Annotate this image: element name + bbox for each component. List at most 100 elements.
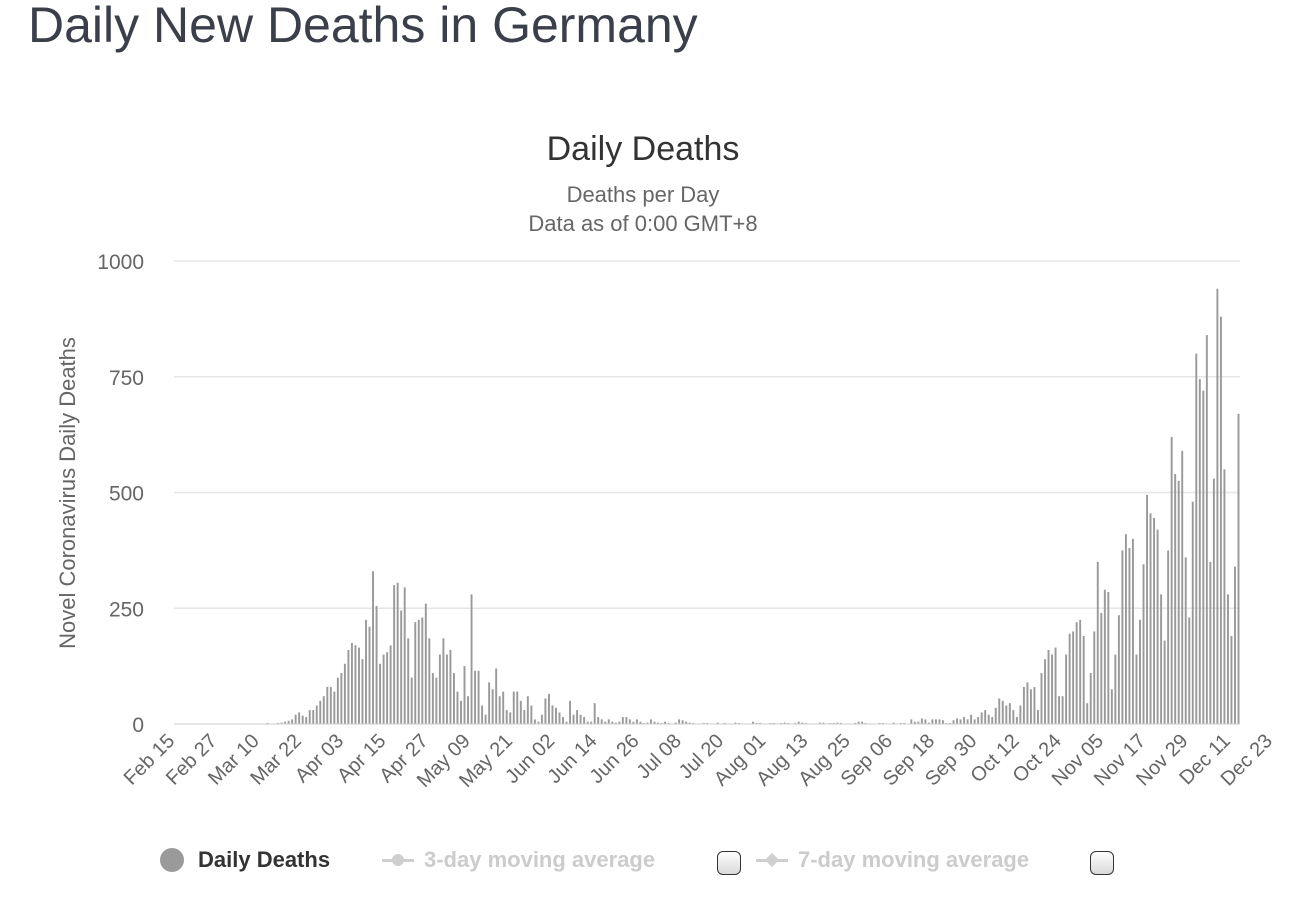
bar[interactable] xyxy=(301,715,304,724)
bar[interactable] xyxy=(1075,622,1078,724)
bar[interactable] xyxy=(650,719,652,724)
bar[interactable] xyxy=(414,622,417,724)
bar[interactable] xyxy=(1135,654,1138,724)
bar[interactable] xyxy=(523,710,526,724)
bar[interactable] xyxy=(1086,703,1089,724)
bar[interactable] xyxy=(463,666,466,725)
bar[interactable] xyxy=(1198,379,1201,724)
bar[interactable] xyxy=(1040,673,1043,724)
bar[interactable] xyxy=(512,691,515,724)
bar[interactable] xyxy=(1156,529,1159,724)
bar[interactable] xyxy=(920,718,923,724)
bar[interactable] xyxy=(386,652,389,724)
bar[interactable] xyxy=(604,721,607,724)
bar[interactable] xyxy=(389,645,392,724)
bar[interactable] xyxy=(1026,682,1029,724)
bar[interactable] xyxy=(1051,654,1054,724)
bar[interactable] xyxy=(818,722,821,724)
bar[interactable] xyxy=(1008,703,1011,724)
bar[interactable] xyxy=(1146,494,1148,724)
bar[interactable] xyxy=(305,717,308,724)
bar[interactable] xyxy=(1184,557,1187,724)
bar[interactable] xyxy=(1205,335,1208,724)
bar[interactable] xyxy=(1202,390,1205,724)
bar[interactable] xyxy=(917,721,920,724)
bar[interactable] xyxy=(400,610,403,724)
bar[interactable] xyxy=(379,663,382,724)
bar[interactable] xyxy=(984,710,987,724)
bar[interactable] xyxy=(1061,696,1064,724)
bar[interactable] xyxy=(1121,550,1124,725)
bar[interactable] xyxy=(938,719,941,724)
bar[interactable] xyxy=(516,691,519,724)
bar[interactable] xyxy=(372,571,374,724)
bar[interactable] xyxy=(1114,654,1117,724)
bar[interactable] xyxy=(1219,316,1222,724)
bar[interactable] xyxy=(1029,689,1032,724)
bar[interactable] xyxy=(1170,436,1173,724)
bar[interactable] xyxy=(491,689,494,724)
bar[interactable] xyxy=(857,721,860,724)
bar[interactable] xyxy=(319,700,322,724)
bar[interactable] xyxy=(505,710,508,724)
checkbox-7-day-moving-average[interactable] xyxy=(1090,851,1114,875)
bar[interactable] xyxy=(336,677,339,724)
bar[interactable] xyxy=(963,717,966,724)
bar[interactable] xyxy=(600,719,603,724)
bar[interactable] xyxy=(421,617,424,724)
bar[interactable] xyxy=(526,696,529,724)
bar[interactable] xyxy=(1019,705,1022,724)
bar[interactable] xyxy=(716,722,719,724)
bar[interactable] xyxy=(910,719,913,724)
bar[interactable] xyxy=(1226,594,1229,724)
bar[interactable] xyxy=(1033,686,1036,724)
bar[interactable] xyxy=(537,721,540,724)
bar[interactable] xyxy=(424,603,427,724)
bar[interactable] xyxy=(572,714,575,724)
bar[interactable] xyxy=(1191,501,1194,724)
bar[interactable] xyxy=(291,719,294,724)
bar[interactable] xyxy=(569,700,572,724)
bar[interactable] xyxy=(540,714,543,724)
bar[interactable] xyxy=(931,719,934,724)
bar[interactable] xyxy=(1237,413,1240,724)
bar[interactable] xyxy=(994,707,997,724)
bar[interactable] xyxy=(1072,631,1075,724)
bar[interactable] xyxy=(407,638,410,724)
bar[interactable] xyxy=(1160,594,1163,724)
bar[interactable] xyxy=(358,647,360,724)
bar[interactable] xyxy=(1096,561,1099,724)
bar[interactable] xyxy=(396,582,399,724)
bar[interactable] xyxy=(287,720,290,724)
bar[interactable] xyxy=(361,659,364,724)
bar[interactable] xyxy=(611,721,614,724)
legend-item-3-day-moving-average[interactable]: 3-day moving average xyxy=(382,847,655,873)
bar[interactable] xyxy=(280,722,283,724)
bar[interactable] xyxy=(1079,619,1082,724)
bar[interactable] xyxy=(1100,612,1103,724)
bar[interactable] xyxy=(1001,700,1004,724)
bar[interactable] xyxy=(375,605,378,724)
bar[interactable] xyxy=(333,691,336,724)
bar[interactable] xyxy=(1015,717,1018,724)
bar[interactable] xyxy=(298,712,301,724)
bar[interactable] xyxy=(1153,517,1156,724)
bar[interactable] xyxy=(934,719,937,724)
bar[interactable] xyxy=(474,670,477,724)
bar[interactable] xyxy=(1082,636,1085,724)
bar[interactable] xyxy=(1037,710,1039,724)
bar[interactable] xyxy=(1230,636,1233,724)
bar[interactable] xyxy=(952,720,955,724)
bar[interactable] xyxy=(1110,689,1113,724)
bar[interactable] xyxy=(340,673,343,724)
bar[interactable] xyxy=(625,717,628,724)
bar[interactable] xyxy=(822,722,825,724)
bar[interactable] xyxy=(1107,592,1110,724)
bar[interactable] xyxy=(1195,353,1198,724)
bar[interactable] xyxy=(1181,450,1184,724)
bar[interactable] xyxy=(498,696,501,724)
bar[interactable] xyxy=(350,642,353,724)
bar[interactable] xyxy=(431,673,434,724)
bar[interactable] xyxy=(467,696,469,724)
bar[interactable] xyxy=(579,714,582,724)
